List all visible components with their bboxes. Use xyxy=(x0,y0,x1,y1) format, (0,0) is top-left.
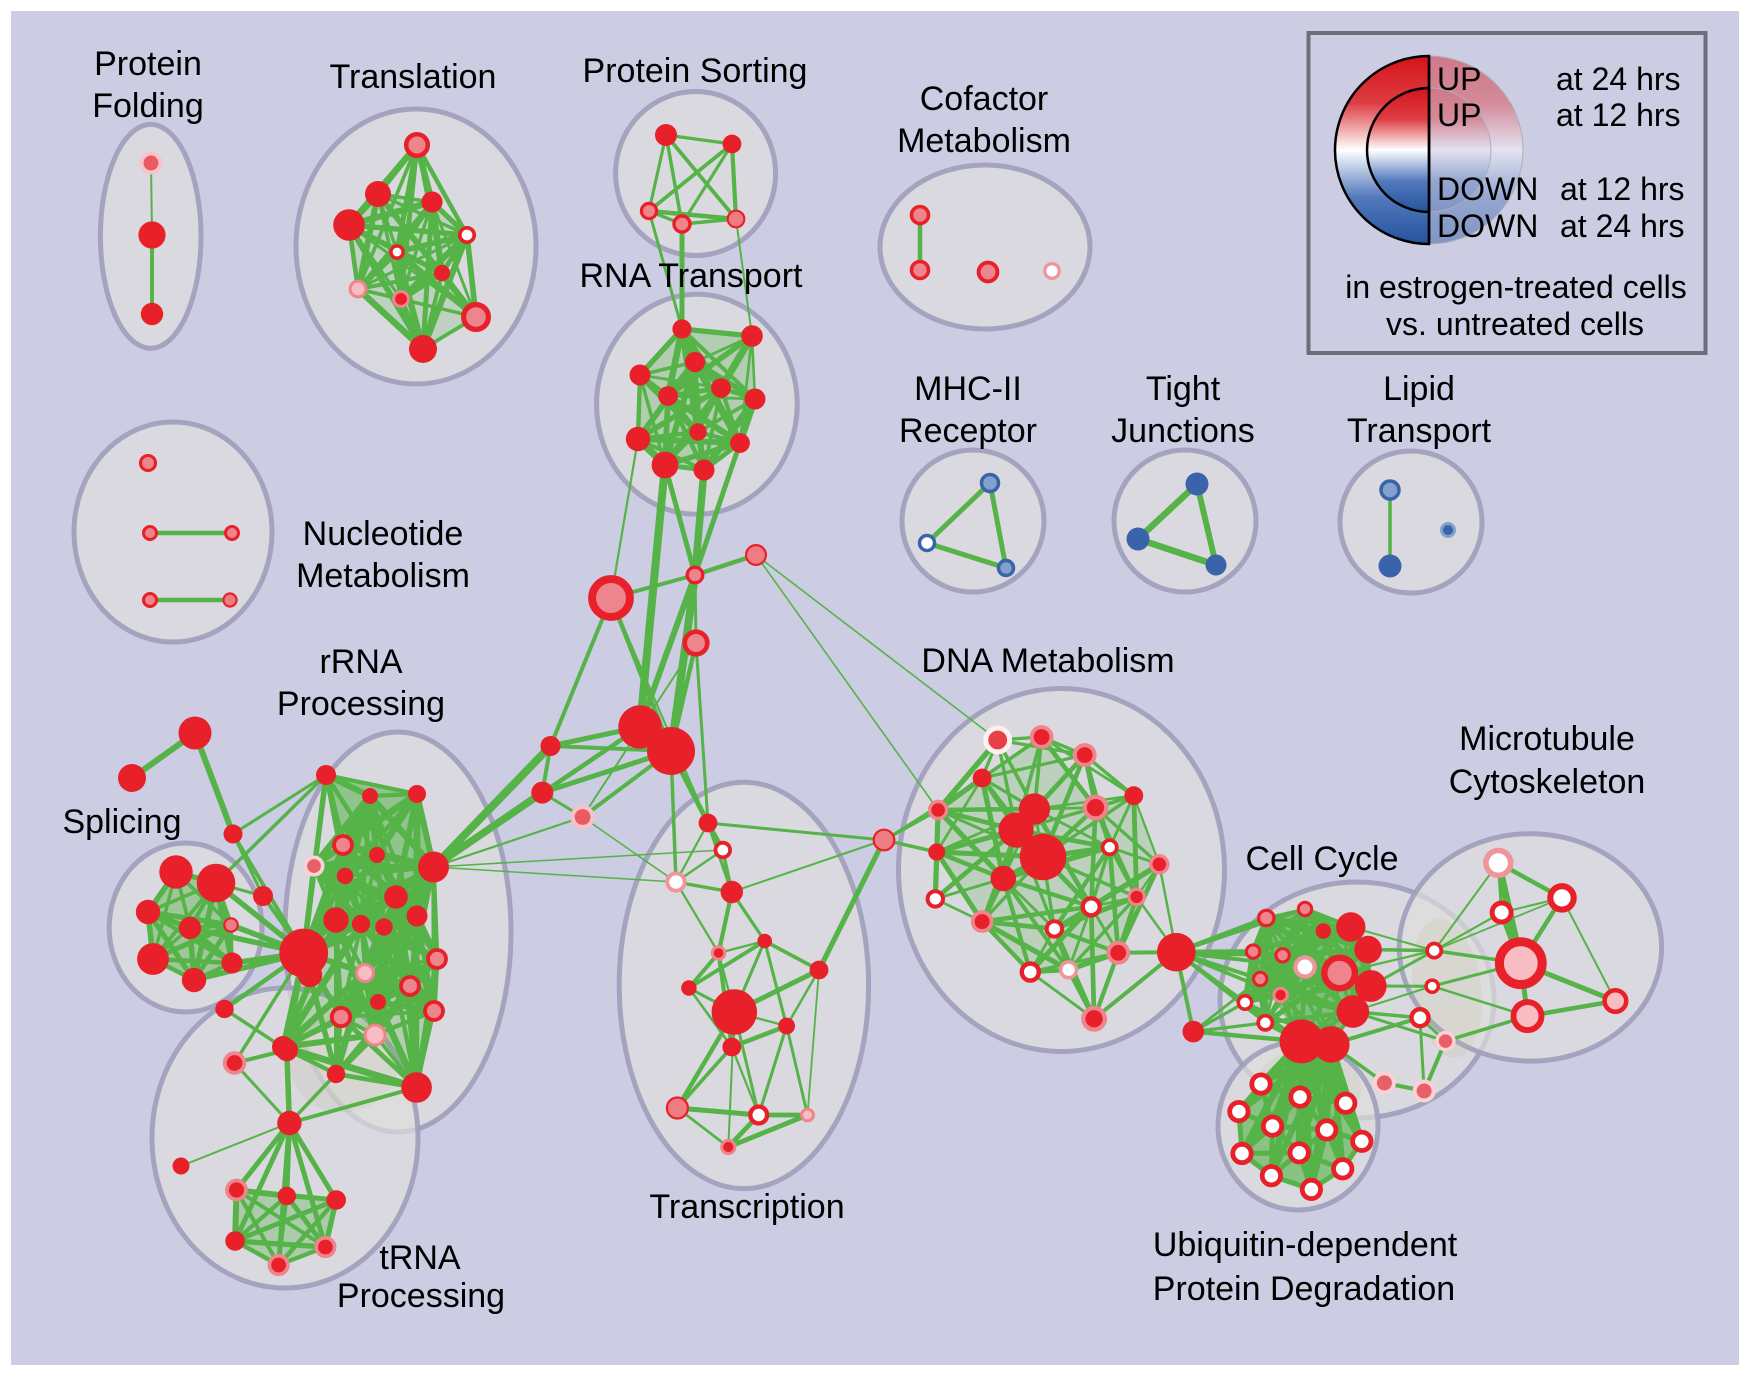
svg-text:Protein Sorting: Protein Sorting xyxy=(583,52,808,90)
svg-text:in estrogen-treated cells: in estrogen-treated cells xyxy=(1345,269,1687,305)
svg-text:DOWN: DOWN xyxy=(1437,171,1538,207)
svg-text:Transcription: Transcription xyxy=(649,1188,844,1226)
svg-text:Protein: Protein xyxy=(94,45,202,83)
svg-text:Junctions: Junctions xyxy=(1111,412,1255,450)
svg-text:UP: UP xyxy=(1437,61,1481,97)
svg-text:Processing: Processing xyxy=(337,1277,505,1315)
svg-text:Tight: Tight xyxy=(1146,370,1221,408)
svg-text:at 24 hrs: at 24 hrs xyxy=(1556,61,1681,97)
svg-text:Splicing: Splicing xyxy=(62,803,181,841)
svg-text:at 12 hrs: at 12 hrs xyxy=(1560,171,1685,207)
svg-text:rRNA: rRNA xyxy=(319,643,402,681)
svg-text:Ubiquitin-dependent: Ubiquitin-dependent xyxy=(1153,1226,1458,1264)
svg-text:Cell Cycle: Cell Cycle xyxy=(1245,840,1398,878)
svg-text:Cytoskeleton: Cytoskeleton xyxy=(1449,763,1646,801)
svg-text:Lipid: Lipid xyxy=(1383,370,1455,408)
svg-text:at 24 hrs: at 24 hrs xyxy=(1560,208,1685,244)
svg-text:Transport: Transport xyxy=(1347,412,1492,450)
svg-text:UP: UP xyxy=(1437,97,1481,133)
svg-text:DOWN: DOWN xyxy=(1437,208,1538,244)
svg-text:Protein Degradation: Protein Degradation xyxy=(1153,1270,1455,1308)
svg-text:Metabolism: Metabolism xyxy=(897,122,1071,160)
svg-text:Nucleotide: Nucleotide xyxy=(303,515,464,553)
svg-text:Metabolism: Metabolism xyxy=(296,557,470,595)
svg-text:DNA Metabolism: DNA Metabolism xyxy=(921,642,1174,680)
svg-text:Translation: Translation xyxy=(330,58,497,96)
svg-text:vs. untreated cells: vs. untreated cells xyxy=(1386,306,1644,342)
svg-text:Folding: Folding xyxy=(92,87,204,125)
svg-text:RNA Transport: RNA Transport xyxy=(580,257,804,295)
svg-text:Processing: Processing xyxy=(277,685,445,723)
svg-text:Receptor: Receptor xyxy=(899,412,1037,450)
svg-text:MHC-II: MHC-II xyxy=(914,370,1022,408)
svg-text:at 12 hrs: at 12 hrs xyxy=(1556,97,1681,133)
svg-text:Cofactor: Cofactor xyxy=(920,80,1049,118)
svg-text:tRNA: tRNA xyxy=(379,1239,461,1277)
svg-text:Microtubule: Microtubule xyxy=(1459,720,1635,758)
